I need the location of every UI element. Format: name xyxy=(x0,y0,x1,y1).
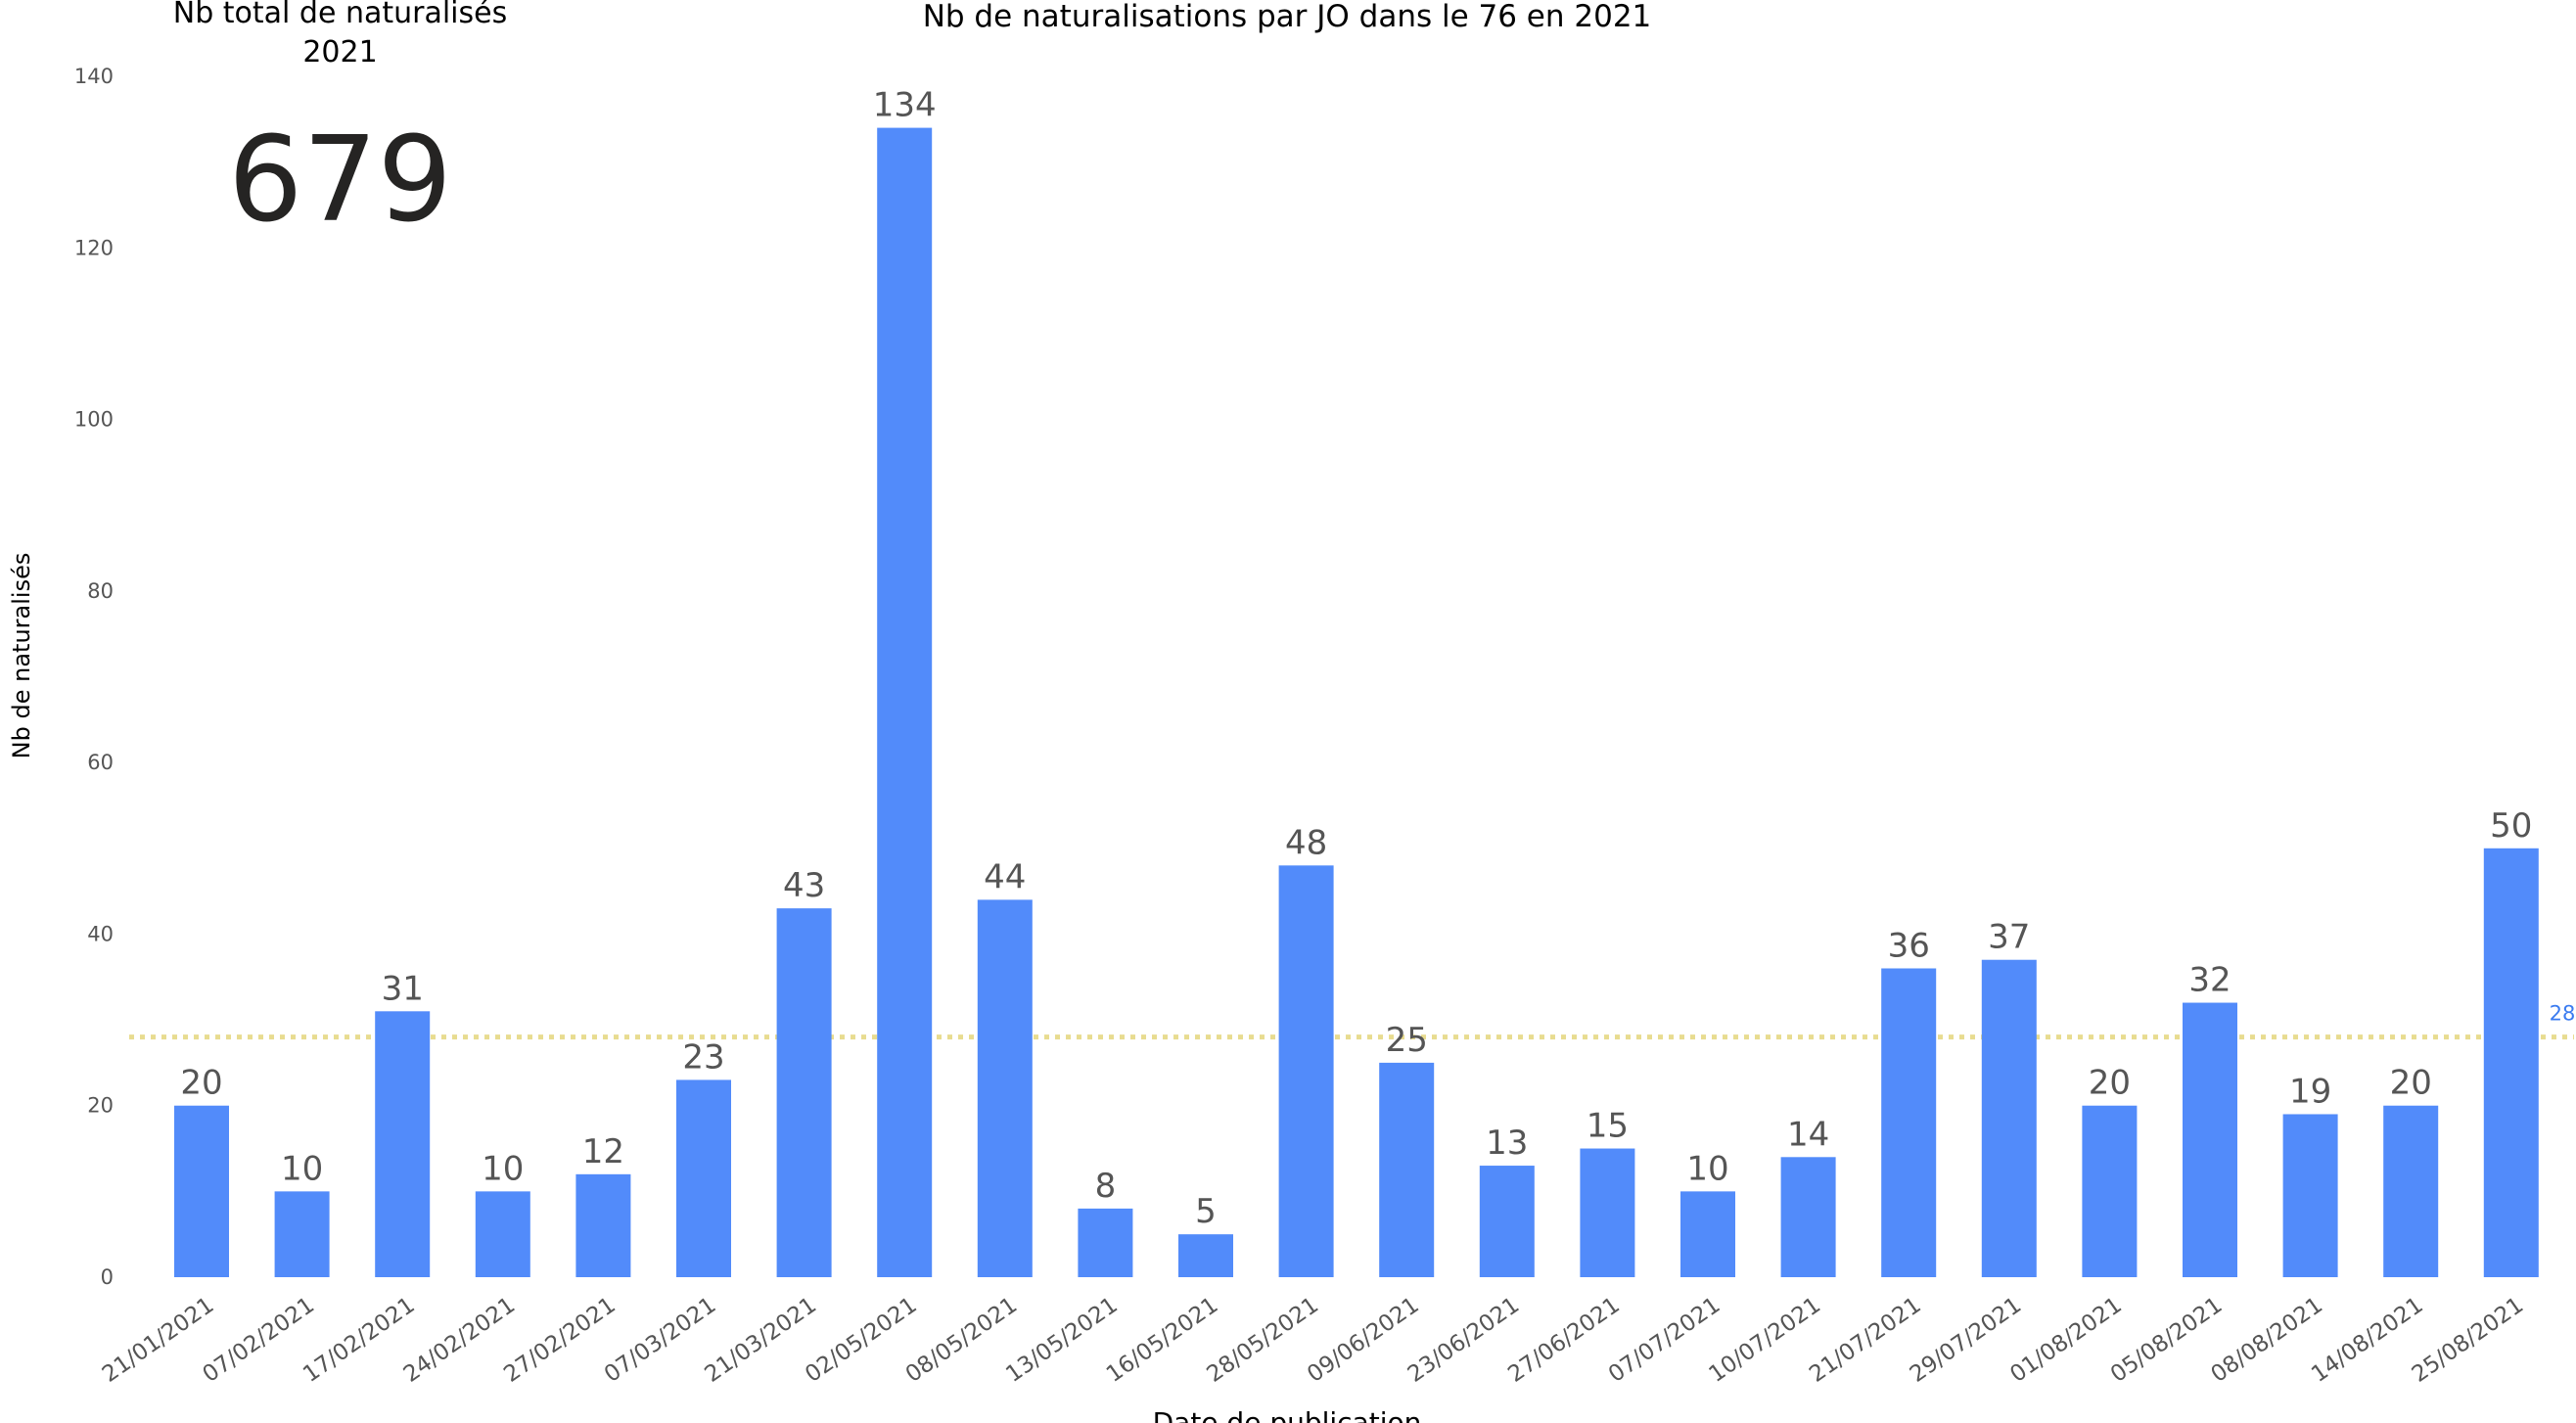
bar-value-label: 25 xyxy=(1386,1021,1428,1060)
x-tick-label: 14/08/2021 xyxy=(2307,1293,2428,1388)
bar[interactable] xyxy=(274,1191,330,1277)
x-axis-label: Date de publication xyxy=(1153,1406,1422,1423)
bar-value-label: 20 xyxy=(2390,1064,2432,1103)
bar-value-label: 36 xyxy=(1888,926,1930,965)
y-tick-label: 140 xyxy=(74,65,114,88)
bar-value-label: 48 xyxy=(1285,823,1327,862)
x-tick-label: 08/08/2021 xyxy=(2207,1293,2328,1388)
bar[interactable] xyxy=(1780,1157,1836,1277)
x-tick-label: 09/06/2021 xyxy=(1303,1293,1424,1388)
x-tick-label: 27/06/2021 xyxy=(1503,1293,1625,1388)
y-tick-label: 80 xyxy=(87,579,114,603)
x-tick-label: 07/02/2021 xyxy=(199,1293,320,1388)
y-tick-label: 120 xyxy=(74,236,114,259)
y-tick-label: 60 xyxy=(87,751,114,774)
x-tick-label: 01/08/2021 xyxy=(2005,1293,2127,1388)
x-tick-label: 23/06/2021 xyxy=(1403,1293,1525,1388)
average-line-label: 28 xyxy=(2550,1002,2576,1026)
bar[interactable] xyxy=(977,899,1033,1277)
bar[interactable] xyxy=(2183,1002,2237,1277)
bar-value-label: 43 xyxy=(783,866,825,905)
bar[interactable] xyxy=(1379,1062,1435,1277)
x-tick-label: 16/05/2021 xyxy=(1102,1293,1223,1388)
bar[interactable] xyxy=(1881,968,1937,1277)
x-tick-label: 07/03/2021 xyxy=(600,1293,721,1388)
bar[interactable] xyxy=(475,1191,530,1277)
average-line-group: 28 xyxy=(129,1002,2576,1040)
bar[interactable] xyxy=(676,1079,731,1277)
y-tick-label: 20 xyxy=(87,1094,114,1118)
bar[interactable] xyxy=(2383,1105,2439,1277)
x-tick-label: 27/02/2021 xyxy=(499,1293,621,1388)
bars xyxy=(174,127,2539,1278)
bar-value-label: 13 xyxy=(1486,1124,1528,1163)
x-tick-label: 13/05/2021 xyxy=(1001,1293,1123,1388)
x-tick-label: 07/07/2021 xyxy=(1604,1293,1725,1388)
bar[interactable] xyxy=(776,908,832,1277)
bar-value-label: 20 xyxy=(180,1064,222,1103)
bar[interactable] xyxy=(1278,865,1334,1277)
bar[interactable] xyxy=(1178,1234,1233,1277)
x-tick-label: 29/07/2021 xyxy=(1906,1293,2027,1388)
bar[interactable] xyxy=(174,1105,229,1277)
y-axis-label: Nb de naturalisés xyxy=(8,553,35,759)
bar-value-label: 12 xyxy=(582,1132,624,1171)
bar-value-label: 10 xyxy=(281,1149,323,1188)
bar-value-label: 10 xyxy=(482,1149,524,1188)
bar[interactable] xyxy=(1078,1208,1133,1277)
bar-value-label: 19 xyxy=(2289,1072,2331,1111)
bar-value-label: 44 xyxy=(984,857,1026,896)
x-tick-label: 21/01/2021 xyxy=(98,1293,219,1388)
kpi-title-line2: 2021 xyxy=(302,35,378,69)
y-tick-label: 100 xyxy=(74,408,114,432)
bar-value-label: 134 xyxy=(873,86,937,125)
x-tick-label: 28/05/2021 xyxy=(1203,1293,1324,1388)
y-tick-label: 0 xyxy=(101,1265,114,1289)
x-tick-label: 21/07/2021 xyxy=(1805,1293,1926,1388)
x-tick-label: 17/02/2021 xyxy=(299,1293,420,1388)
bar[interactable] xyxy=(1680,1191,1735,1277)
bar[interactable] xyxy=(575,1173,631,1277)
bar[interactable] xyxy=(375,1011,431,1277)
bar[interactable] xyxy=(2082,1105,2138,1277)
bar-value-label: 23 xyxy=(682,1037,724,1077)
bar[interactable] xyxy=(1580,1148,1635,1277)
bar-value-label: 15 xyxy=(1587,1107,1629,1146)
bar[interactable] xyxy=(1981,959,2037,1277)
bar-value-label: 20 xyxy=(2089,1064,2131,1103)
bar[interactable] xyxy=(2483,848,2539,1277)
bar[interactable] xyxy=(1479,1166,1535,1277)
bar-value-label: 50 xyxy=(2490,806,2532,846)
bar-value-label: 8 xyxy=(1095,1167,1117,1206)
x-tick-label: 21/03/2021 xyxy=(701,1293,822,1388)
x-tick-label: 24/02/2021 xyxy=(399,1293,521,1388)
bar-value-label: 37 xyxy=(1988,918,2030,957)
bar[interactable] xyxy=(877,127,933,1278)
bar-value-label: 10 xyxy=(1686,1149,1728,1188)
y-axis: 0 20 40 60 80 100 120 140 xyxy=(74,65,114,1289)
y-tick-label: 40 xyxy=(87,922,114,945)
x-tick-label: 02/05/2021 xyxy=(801,1293,922,1388)
bar-labels: 20 10 31 10 12 23 43 134 44 8 5 48 25 13 15 10 14 36 37 20 3… xyxy=(180,86,2532,1232)
bar-value-label: 31 xyxy=(382,969,424,1008)
x-tick-label: 10/07/2021 xyxy=(1705,1293,1826,1388)
x-tick-label: 05/08/2021 xyxy=(2106,1293,2228,1388)
x-axis: 21/01/202107/02/202117/02/202124/02/2021… xyxy=(98,1293,2528,1388)
kpi-title: Nb total de naturalisés 2021 xyxy=(39,0,641,72)
kpi-value: 679 xyxy=(227,113,453,249)
bar-value-label: 5 xyxy=(1195,1192,1217,1231)
bar-value-label: 14 xyxy=(1787,1115,1829,1154)
bar[interactable] xyxy=(2282,1114,2338,1277)
x-tick-label: 08/05/2021 xyxy=(901,1293,1023,1388)
x-tick-label: 25/08/2021 xyxy=(2408,1293,2529,1388)
kpi-title-line1: Nb total de naturalisés xyxy=(172,0,508,30)
chart-title: Nb de naturalisations par JO dans le 76 … xyxy=(923,0,1652,34)
bar-value-label: 32 xyxy=(2188,961,2231,1000)
